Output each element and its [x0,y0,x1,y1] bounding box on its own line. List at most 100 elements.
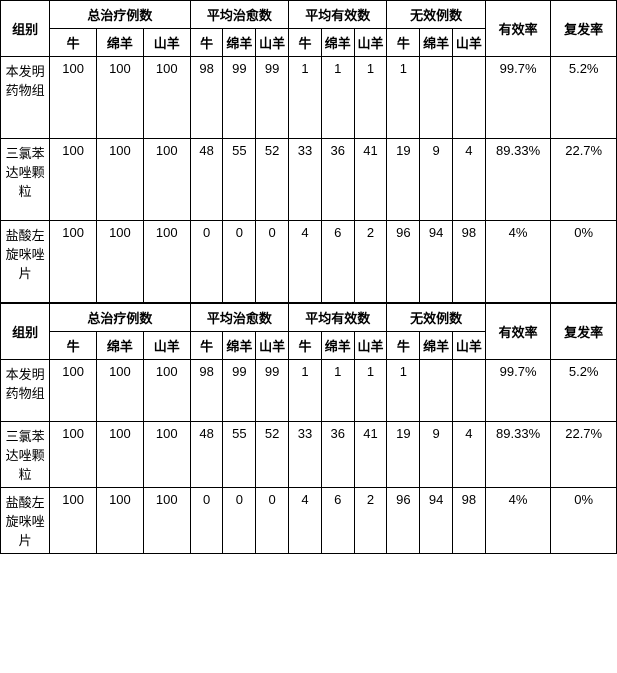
efficacy-table-1: 组别 总治疗例数 平均治愈数 平均有效数 无效例数 有效率 复发率 牛 绵羊 山… [0,0,617,303]
total-cow: 100 [50,360,97,422]
eff-rate: 4% [485,488,551,554]
hdr-eff-cow: 牛 [289,29,322,57]
cured-sheep: 0 [223,488,256,554]
in-goat: 4 [453,422,486,488]
in-sheep [420,57,453,139]
relapse-rate: 0% [551,221,617,303]
in-goat: 4 [453,139,486,221]
hdr-total-goat: 山羊 [143,29,190,57]
cured-goat: 99 [256,360,289,422]
in-cow: 1 [387,57,420,139]
eff-goat: 41 [354,422,387,488]
hdr-in-sheep: 绵羊 [420,29,453,57]
hdr-total-goat: 山羊 [143,332,190,360]
hdr-cured-sheep: 绵羊 [223,332,256,360]
eff-cow: 4 [289,221,322,303]
eff-cow: 4 [289,488,322,554]
eff-sheep: 1 [321,360,354,422]
cured-cow: 48 [190,139,223,221]
hdr-cured-goat: 山羊 [256,332,289,360]
cured-sheep: 55 [223,422,256,488]
eff-cow: 33 [289,422,322,488]
hdr-ineffective: 无效例数 [387,1,485,29]
in-goat [453,57,486,139]
eff-sheep: 1 [321,57,354,139]
table-row: 本发明药物组100100100989999111199.7%5.2% [1,57,617,139]
eff-rate: 99.7% [485,57,551,139]
total-sheep: 100 [97,139,144,221]
hdr-cured-goat: 山羊 [256,29,289,57]
hdr-in-goat: 山羊 [453,332,486,360]
total-sheep: 100 [97,57,144,139]
total-sheep: 100 [97,360,144,422]
total-goat: 100 [143,422,190,488]
hdr-cured: 平均治愈数 [190,1,288,29]
row-name: 三氯苯达唑颗粒 [1,422,50,488]
in-sheep: 94 [420,488,453,554]
cured-cow: 0 [190,221,223,303]
cured-goat: 52 [256,139,289,221]
row-name: 盐酸左旋咪唑片 [1,488,50,554]
eff-sheep: 6 [321,221,354,303]
total-sheep: 100 [97,221,144,303]
eff-sheep: 36 [321,139,354,221]
in-cow: 19 [387,422,420,488]
row-name: 三氯苯达唑颗粒 [1,139,50,221]
hdr-eff-sheep: 绵羊 [321,332,354,360]
table-row: 盐酸左旋咪唑片1001001000004629694984%0% [1,221,617,303]
eff-cow: 33 [289,139,322,221]
eff-cow: 1 [289,360,322,422]
hdr-eff-goat: 山羊 [354,29,387,57]
cured-sheep: 99 [223,360,256,422]
total-cow: 100 [50,488,97,554]
in-sheep: 9 [420,422,453,488]
hdr-relapse-rate: 复发率 [551,1,617,57]
cured-goat: 0 [256,221,289,303]
total-sheep: 100 [97,488,144,554]
row-name: 盐酸左旋咪唑片 [1,221,50,303]
hdr-effective: 平均有效数 [289,304,387,332]
in-sheep: 94 [420,221,453,303]
hdr-eff-cow: 牛 [289,332,322,360]
hdr-in-cow: 牛 [387,332,420,360]
eff-rate: 89.33% [485,422,551,488]
cured-goat: 52 [256,422,289,488]
hdr-cured: 平均治愈数 [190,304,288,332]
hdr-total-cow: 牛 [50,29,97,57]
relapse-rate: 5.2% [551,360,617,422]
cured-cow: 0 [190,488,223,554]
hdr-total: 总治疗例数 [50,304,191,332]
cured-cow: 98 [190,360,223,422]
eff-rate: 89.33% [485,139,551,221]
hdr-effective: 平均有效数 [289,1,387,29]
relapse-rate: 5.2% [551,57,617,139]
in-sheep [420,360,453,422]
in-cow: 19 [387,139,420,221]
in-cow: 96 [387,221,420,303]
in-goat: 98 [453,221,486,303]
cured-goat: 0 [256,488,289,554]
in-goat [453,360,486,422]
total-goat: 100 [143,488,190,554]
eff-rate: 99.7% [485,360,551,422]
total-goat: 100 [143,57,190,139]
table-row: 三氯苯达唑颗粒100100100485552333641199489.33%22… [1,422,617,488]
relapse-rate: 22.7% [551,139,617,221]
hdr-group: 组别 [1,304,50,360]
hdr-cured-cow: 牛 [190,29,223,57]
hdr-total-sheep: 绵羊 [97,29,144,57]
table-row: 本发明药物组100100100989999111199.7%5.2% [1,360,617,422]
eff-rate: 4% [485,221,551,303]
hdr-cured-cow: 牛 [190,332,223,360]
eff-sheep: 36 [321,422,354,488]
in-goat: 98 [453,488,486,554]
eff-sheep: 6 [321,488,354,554]
eff-goat: 2 [354,488,387,554]
hdr-ineffective: 无效例数 [387,304,485,332]
eff-goat: 41 [354,139,387,221]
eff-goat: 2 [354,221,387,303]
hdr-total-cow: 牛 [50,332,97,360]
hdr-cured-sheep: 绵羊 [223,29,256,57]
in-sheep: 9 [420,139,453,221]
hdr-eff-goat: 山羊 [354,332,387,360]
